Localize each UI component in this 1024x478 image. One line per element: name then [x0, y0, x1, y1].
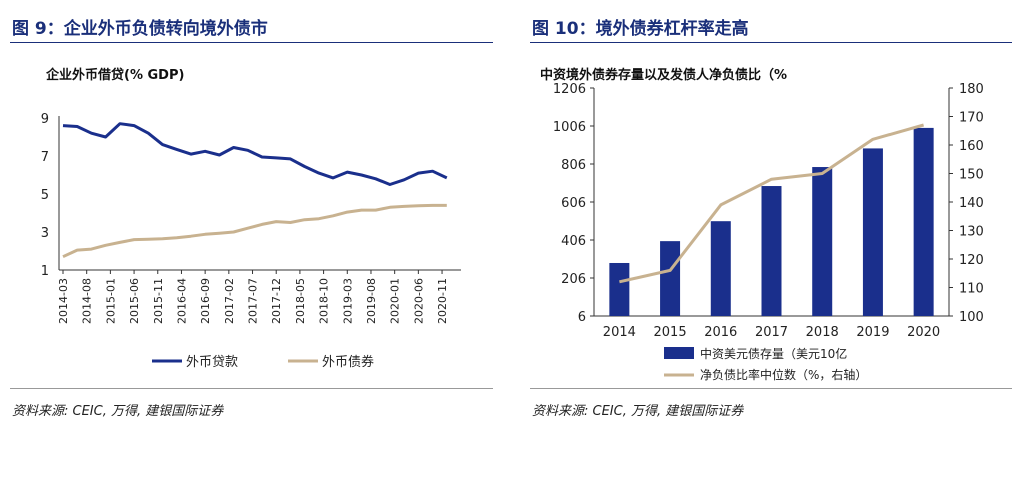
legend-label: 外币贷款	[186, 355, 238, 370]
left-chart-panel: 企业外币借贷(% GDP) 1 3 5 7 9 2014-03 2014-08 2015-01…	[10, 48, 493, 388]
left-chart-background	[10, 48, 493, 388]
x-tick-label: 2017-12	[270, 278, 283, 324]
y-tick-label: 1006	[553, 120, 586, 135]
y-tick-label: 7	[41, 150, 49, 165]
x-tick-label: 2015-11	[152, 278, 165, 324]
x-tick-label: 2016	[704, 325, 737, 340]
x-tick-label: 2014	[603, 325, 636, 340]
x-tick-label: 2017	[755, 325, 788, 340]
bar-2015	[660, 241, 681, 316]
bar-2017	[761, 186, 782, 316]
x-tick-label: 2019	[856, 325, 889, 340]
y2-tick-label: 140	[959, 196, 984, 211]
legend-label: 中资美元债存量（美元10亿	[700, 346, 847, 361]
y2-tick-label: 120	[959, 253, 984, 268]
series-line-ratio	[619, 123, 925, 284]
y2-tick-label: 150	[959, 168, 984, 183]
y2-tick-label: 130	[959, 225, 984, 240]
x-tick-label: 2015-01	[104, 278, 117, 324]
bar-2014	[609, 262, 630, 316]
right-figure-title: 图 10：境外债券杠杆率走高	[532, 19, 749, 39]
series-line-外币债券	[62, 203, 447, 259]
right-title-rule	[530, 42, 1012, 43]
x-tick-label: 2018	[806, 325, 839, 340]
left-figure-title: 图 9：企业外币负债转向境外债市	[12, 19, 268, 39]
x-tick-label: 2018-10	[318, 278, 331, 324]
y2-tick-label: 160	[959, 139, 984, 154]
left-bottom-rule	[10, 388, 493, 389]
y2-tick-label: 110	[959, 282, 984, 297]
right-source-note: 资料来源: CEIC, 万得, 建银国际证券	[532, 404, 744, 419]
x-tick-label: 2015	[654, 325, 687, 340]
y-tick-label: 406	[561, 234, 586, 249]
y-tick-label: 206	[561, 272, 586, 287]
y-tick-label: 606	[561, 196, 586, 211]
x-tick-label: 2014-08	[81, 278, 94, 324]
x-tick-label: 2020-01	[389, 278, 402, 324]
y-tick-label: 1206	[553, 82, 586, 97]
y-tick-label: 9	[41, 112, 49, 127]
right-bottom-rule	[530, 388, 1012, 389]
bar-2020	[913, 127, 934, 317]
x-tick-label: 2020	[907, 325, 940, 340]
y2-tick-label: 100	[959, 310, 984, 325]
bar-2018	[812, 167, 833, 316]
x-tick-label: 2014-03	[57, 278, 70, 324]
x-tick-label: 2015-06	[128, 278, 141, 324]
right-chart-panel: 中资境外债券存量以及发债人净负债比（% 6 206 406 606 806 1006 120…	[530, 48, 1012, 388]
x-tick-label: 2016-04	[175, 278, 188, 324]
x-tick-label: 2020-06	[412, 278, 425, 324]
y-tick-label: 806	[561, 158, 586, 173]
y-tick-label: 1	[41, 264, 49, 279]
x-tick-label: 2020-11	[436, 278, 449, 324]
y2-tick-label: 180	[959, 82, 984, 97]
x-tick-label: 2019-08	[365, 278, 378, 324]
x-tick-label: 2018-05	[294, 278, 307, 324]
y2-tick-label: 170	[959, 111, 984, 126]
legend-label: 净负债比率中位数（%，右轴）	[700, 367, 867, 382]
y-tick-label: 6	[578, 310, 586, 325]
left-title-rule	[10, 42, 493, 43]
right-chart-svg: 6 206 406 606 806 1006 1206 100 110 120 130 140 150 1…	[553, 82, 984, 382]
x-tick-label: 2017-07	[247, 278, 260, 324]
series-line-外币贷款	[62, 122, 448, 186]
y-tick-label: 5	[41, 188, 49, 203]
legend-label: 外币债券	[322, 354, 374, 370]
bar-2019	[862, 148, 883, 316]
y-tick-label: 3	[41, 226, 49, 241]
left-chart-title: 企业外币借贷(% GDP)	[46, 68, 185, 83]
right-chart-title: 中资境外债券存量以及发债人净负债比（%	[540, 68, 788, 83]
x-tick-label: 2019-03	[341, 278, 354, 324]
x-tick-label: 2017-02	[223, 278, 236, 324]
left-chart-svg: 1 3 5 7 9 2014-03 2014-08 2015-01 2015-06 2015-11…	[41, 112, 461, 370]
legend-swatch-bar	[664, 347, 694, 359]
x-tick-label: 2016-09	[199, 278, 212, 324]
bar-2016	[710, 221, 731, 316]
left-source-note: 资料来源: CEIC, 万得, 建银国际证券	[12, 404, 224, 419]
